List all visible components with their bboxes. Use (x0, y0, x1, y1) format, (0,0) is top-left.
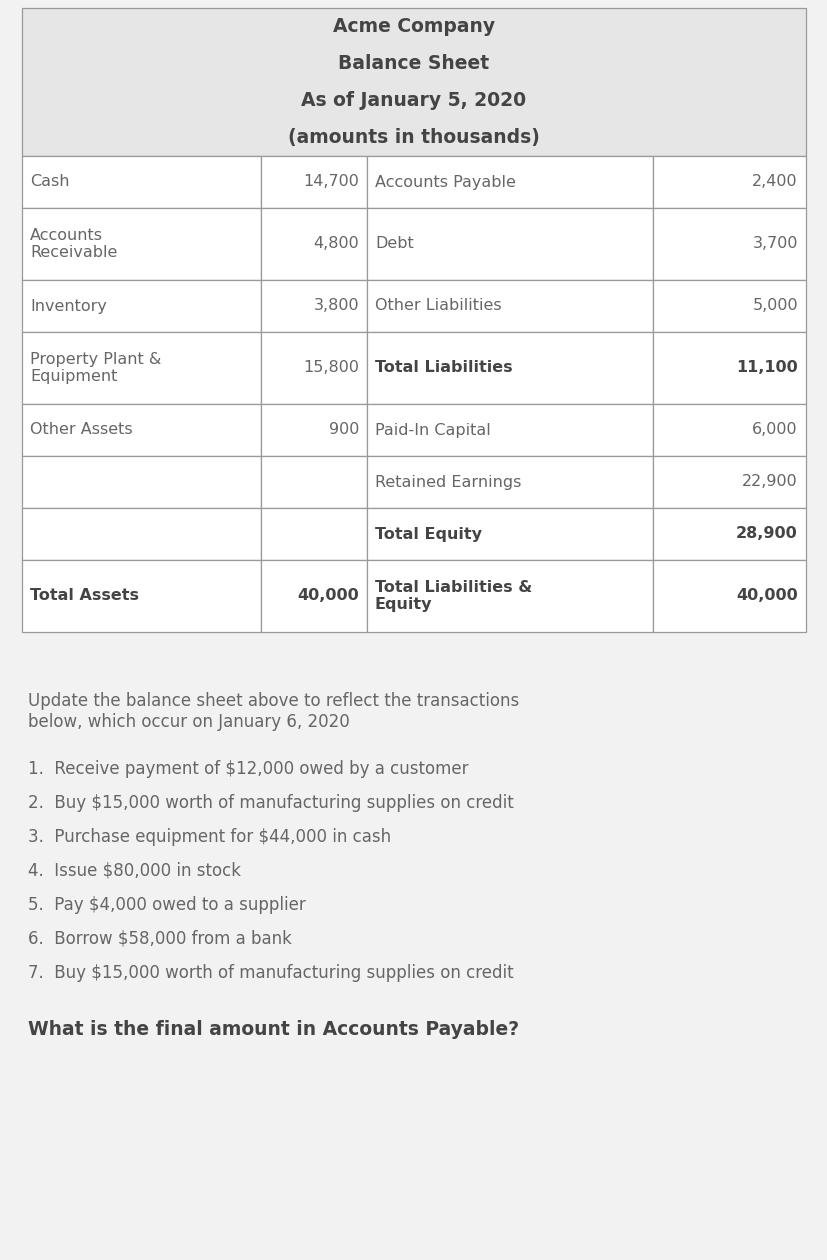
Text: 28,900: 28,900 (735, 527, 797, 542)
Bar (261, 559, 366, 633)
Bar (22, 208, 261, 280)
Text: Total Liabilities &
Equity: Total Liabilities & Equity (375, 580, 532, 612)
Text: 3,800: 3,800 (313, 299, 359, 314)
Bar (22, 559, 261, 633)
Text: Other Liabilities: Other Liabilities (375, 299, 501, 314)
Text: 5.  Pay $4,000 owed to a supplier: 5. Pay $4,000 owed to a supplier (28, 896, 305, 913)
Text: 2,400: 2,400 (752, 174, 797, 189)
Text: Paid-In Capital: Paid-In Capital (375, 422, 490, 437)
Text: Acme Company: Acme Company (332, 16, 495, 37)
Text: 6,000: 6,000 (752, 422, 797, 437)
Text: Retained Earnings: Retained Earnings (375, 475, 521, 489)
Text: Total Liabilities: Total Liabilities (375, 360, 512, 375)
Bar (366, 156, 653, 208)
Text: Other Assets: Other Assets (30, 422, 132, 437)
Bar (261, 208, 366, 280)
Bar (653, 456, 805, 508)
Text: 22,900: 22,900 (741, 475, 797, 489)
Bar (653, 508, 805, 559)
Text: 3,700: 3,700 (752, 237, 797, 252)
Text: 2.  Buy $15,000 worth of manufacturing supplies on credit: 2. Buy $15,000 worth of manufacturing su… (28, 794, 513, 811)
Bar (366, 280, 653, 331)
Bar (22, 331, 261, 404)
Bar (261, 456, 366, 508)
Text: 6.  Borrow $58,000 from a bank: 6. Borrow $58,000 from a bank (28, 930, 292, 948)
Text: 15,800: 15,800 (303, 360, 359, 375)
Bar (261, 404, 366, 456)
Text: 7.  Buy $15,000 worth of manufacturing supplies on credit: 7. Buy $15,000 worth of manufacturing su… (28, 964, 513, 982)
Text: Accounts Payable: Accounts Payable (375, 174, 515, 189)
Bar (366, 456, 653, 508)
Text: Property Plant &
Equipment: Property Plant & Equipment (30, 352, 161, 384)
Bar (261, 331, 366, 404)
Bar (366, 404, 653, 456)
Text: 4,800: 4,800 (313, 237, 359, 252)
Text: 4.  Issue $80,000 in stock: 4. Issue $80,000 in stock (28, 862, 241, 879)
Bar (22, 156, 261, 208)
Bar (261, 156, 366, 208)
Text: As of January 5, 2020: As of January 5, 2020 (301, 91, 526, 110)
Bar (653, 156, 805, 208)
Bar (366, 331, 653, 404)
Text: 14,700: 14,700 (303, 174, 359, 189)
Bar (261, 280, 366, 331)
Bar (22, 508, 261, 559)
Bar (261, 508, 366, 559)
Bar (22, 280, 261, 331)
Text: (amounts in thousands): (amounts in thousands) (288, 129, 539, 147)
Text: Accounts
Receivable: Accounts Receivable (30, 228, 117, 261)
Bar (22, 404, 261, 456)
Bar (653, 208, 805, 280)
Text: 3.  Purchase equipment for $44,000 in cash: 3. Purchase equipment for $44,000 in cas… (28, 828, 390, 845)
Text: 11,100: 11,100 (735, 360, 797, 375)
Bar (366, 208, 653, 280)
Bar (22, 456, 261, 508)
Bar (366, 508, 653, 559)
Text: Inventory: Inventory (30, 299, 107, 314)
Text: Total Assets: Total Assets (30, 588, 139, 604)
Text: Update the balance sheet above to reflect the transactions
below, which occur on: Update the balance sheet above to reflec… (28, 692, 519, 731)
Text: 900: 900 (328, 422, 359, 437)
Text: 40,000: 40,000 (735, 588, 797, 604)
Bar (653, 331, 805, 404)
Text: 5,000: 5,000 (752, 299, 797, 314)
Bar (653, 404, 805, 456)
Text: Balance Sheet: Balance Sheet (338, 54, 489, 73)
Text: Debt: Debt (375, 237, 414, 252)
Text: What is the final amount in Accounts Payable?: What is the final amount in Accounts Pay… (28, 1021, 519, 1040)
Text: 1.  Receive payment of $12,000 owed by a customer: 1. Receive payment of $12,000 owed by a … (28, 760, 468, 777)
Text: Total Equity: Total Equity (375, 527, 481, 542)
Bar (22, 8, 805, 156)
Text: Cash: Cash (30, 174, 69, 189)
Bar (366, 559, 653, 633)
Text: 40,000: 40,000 (297, 588, 359, 604)
Bar (653, 280, 805, 331)
Bar (653, 559, 805, 633)
